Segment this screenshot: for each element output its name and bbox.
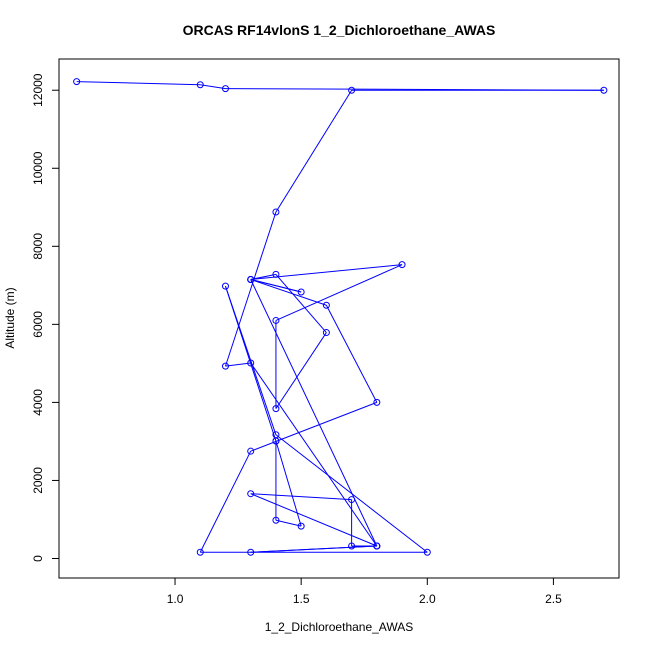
series-segment	[250, 493, 378, 547]
data-point	[600, 86, 608, 94]
data-point	[247, 548, 255, 556]
series-segment	[199, 450, 252, 553]
series-segment	[275, 264, 403, 321]
chart-title: ORCAS RF14vlonS 1_2_Dichloroethane_AWAS	[183, 22, 496, 38]
series-segment	[275, 332, 327, 409]
data-point	[196, 81, 204, 89]
series-segment	[250, 545, 377, 553]
plot-frame	[58, 58, 620, 579]
data-point	[247, 275, 255, 283]
data-point	[272, 270, 280, 278]
data-point	[272, 516, 280, 524]
y-tick-label: 6000	[31, 311, 45, 338]
series-segment	[250, 279, 378, 547]
data-point	[247, 447, 255, 455]
data-point	[196, 548, 204, 556]
series-segment	[250, 279, 327, 306]
plot-area	[73, 78, 608, 556]
series-segment	[76, 81, 201, 86]
x-axis-label: 1_2_Dichloroethane_AWAS	[265, 620, 414, 634]
y-tick-label: 0	[31, 555, 45, 562]
series-segment	[225, 211, 277, 367]
series-segment	[275, 274, 327, 333]
y-tick-label: 2000	[31, 467, 45, 494]
data-point	[348, 496, 356, 504]
y-tick-label: 8000	[31, 233, 45, 260]
series-segment	[275, 440, 302, 527]
data-point	[272, 316, 280, 324]
series-segment	[225, 362, 251, 367]
series-segment	[250, 362, 378, 547]
data-point	[247, 490, 255, 498]
series-segment	[250, 273, 277, 280]
data-point	[348, 86, 356, 94]
data-point	[221, 362, 229, 370]
series-segment	[275, 434, 428, 553]
y-axis-label: Altitude (m)	[3, 287, 17, 348]
data-point	[373, 542, 381, 550]
series-segment	[250, 493, 352, 501]
data-point	[221, 85, 229, 93]
data-point	[322, 301, 330, 309]
series-segment	[250, 278, 302, 293]
x-tick-label: 1.5	[293, 592, 310, 606]
y-tick-label: 12000	[31, 73, 45, 107]
x-axis: 1.0 1.5 2.0 2.5	[167, 577, 562, 606]
series-segment	[250, 401, 378, 452]
data-point	[398, 261, 406, 269]
x-tick-label: 2.0	[419, 592, 436, 606]
data-point	[247, 359, 255, 367]
y-axis: 0 2000 4000 6000 8000 10000 12000	[31, 73, 60, 562]
series-segment	[200, 84, 226, 90]
series-segment	[225, 285, 277, 442]
data-point	[272, 405, 280, 413]
series-segment	[275, 519, 302, 527]
series-segment	[325, 305, 378, 403]
data-point	[348, 542, 356, 550]
data-point	[373, 398, 381, 406]
x-tick-label: 1.0	[167, 592, 184, 606]
x-tick-label: 2.5	[545, 592, 562, 606]
data-point	[322, 329, 330, 337]
data-point	[272, 208, 280, 216]
data-point	[272, 437, 280, 445]
data-point	[297, 522, 305, 530]
data-point	[423, 548, 431, 556]
series-segment	[275, 89, 353, 213]
y-tick-label: 10000	[31, 151, 45, 185]
y-tick-label: 4000	[31, 389, 45, 416]
data-point	[297, 288, 305, 296]
data-point	[221, 282, 229, 290]
data-point	[73, 78, 81, 86]
